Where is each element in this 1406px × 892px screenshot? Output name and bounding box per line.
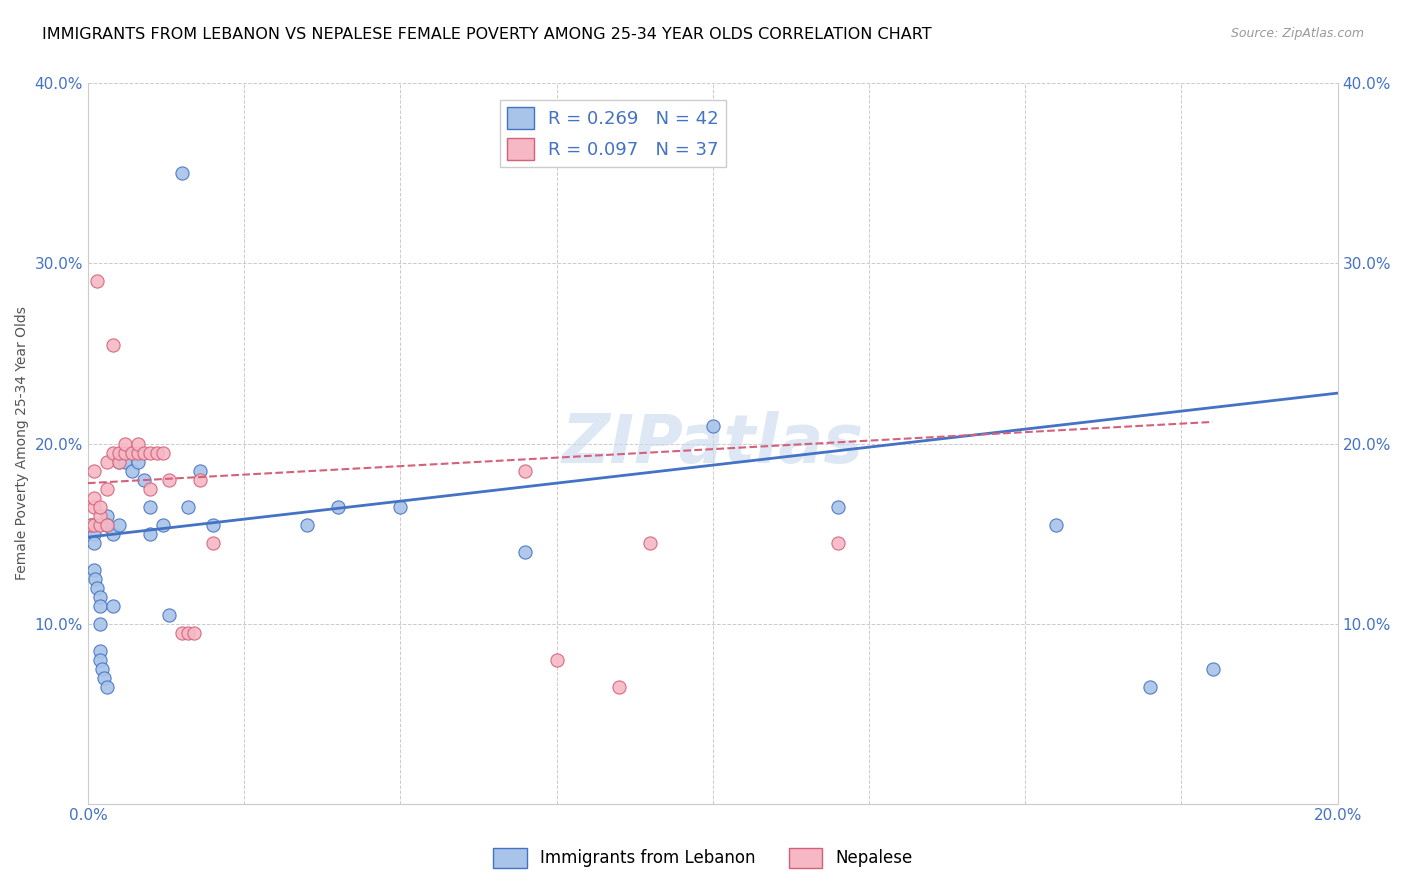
Point	[108, 454, 131, 468]
Point	[515, 464, 537, 478]
Point	[389, 500, 412, 514]
Point	[96, 508, 118, 523]
Point	[1201, 662, 1223, 676]
Point	[170, 625, 193, 640]
Point	[89, 500, 111, 514]
Point	[101, 599, 124, 613]
Point	[89, 517, 111, 532]
Point	[157, 473, 180, 487]
Point	[702, 418, 724, 433]
Point	[177, 500, 200, 514]
Point	[83, 517, 105, 532]
Point	[134, 473, 156, 487]
Legend: Immigrants from Lebanon, Nepalese: Immigrants from Lebanon, Nepalese	[486, 841, 920, 875]
Point	[139, 482, 162, 496]
Text: Source: ZipAtlas.com: Source: ZipAtlas.com	[1230, 27, 1364, 40]
Point	[89, 616, 111, 631]
Point	[83, 563, 105, 577]
Point	[89, 590, 111, 604]
Point	[201, 517, 224, 532]
Point	[114, 445, 136, 459]
Point	[101, 526, 124, 541]
Point	[83, 535, 105, 549]
Point	[640, 535, 662, 549]
Point	[607, 680, 630, 694]
Point	[101, 445, 124, 459]
Point	[827, 535, 849, 549]
Point	[139, 526, 162, 541]
Point	[96, 517, 118, 532]
Point	[152, 445, 174, 459]
Point	[157, 607, 180, 622]
Point	[201, 535, 224, 549]
Text: ZIPatlas: ZIPatlas	[562, 410, 863, 476]
Point	[89, 643, 111, 657]
Point	[177, 625, 200, 640]
Point	[121, 445, 143, 459]
Point	[515, 544, 537, 558]
Point	[101, 337, 124, 351]
Point	[83, 491, 105, 505]
Point	[145, 445, 167, 459]
Y-axis label: Female Poverty Among 25-34 Year Olds: Female Poverty Among 25-34 Year Olds	[15, 307, 30, 581]
Point	[1139, 680, 1161, 694]
Point	[152, 517, 174, 532]
Point	[83, 500, 105, 514]
Point	[127, 454, 149, 468]
Point	[86, 275, 108, 289]
Point	[183, 625, 205, 640]
Point	[127, 445, 149, 459]
Point	[96, 454, 118, 468]
Text: IMMIGRANTS FROM LEBANON VS NEPALESE FEMALE POVERTY AMONG 25-34 YEAR OLDS CORRELA: IMMIGRANTS FROM LEBANON VS NEPALESE FEMA…	[42, 27, 932, 42]
Point	[295, 517, 318, 532]
Point	[108, 517, 131, 532]
Point	[170, 166, 193, 180]
Point	[190, 464, 212, 478]
Point	[84, 572, 107, 586]
Point	[121, 464, 143, 478]
Point	[326, 500, 349, 514]
Point	[93, 671, 115, 685]
Point	[89, 508, 111, 523]
Point	[546, 652, 568, 666]
Point	[80, 517, 103, 532]
Point	[114, 436, 136, 450]
Point	[83, 526, 105, 541]
Point	[86, 581, 108, 595]
Point	[89, 652, 111, 666]
Point	[108, 454, 131, 468]
Point	[80, 517, 103, 532]
Point	[90, 662, 112, 676]
Point	[127, 436, 149, 450]
Point	[96, 482, 118, 496]
Point	[1045, 517, 1067, 532]
Point	[139, 445, 162, 459]
Point	[139, 500, 162, 514]
Point	[96, 517, 118, 532]
Point	[108, 445, 131, 459]
Point	[114, 454, 136, 468]
Point	[83, 464, 105, 478]
Point	[96, 517, 118, 532]
Point	[89, 599, 111, 613]
Legend: R = 0.269   N = 42, R = 0.097   N = 37: R = 0.269 N = 42, R = 0.097 N = 37	[499, 100, 725, 167]
Point	[190, 473, 212, 487]
Point	[134, 445, 156, 459]
Point	[96, 680, 118, 694]
Point	[827, 500, 849, 514]
